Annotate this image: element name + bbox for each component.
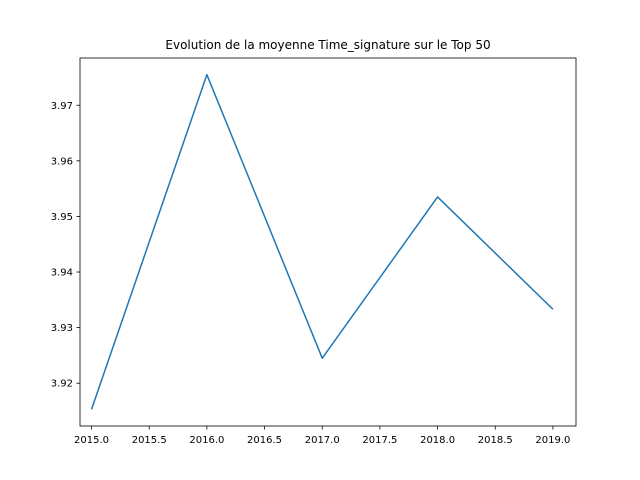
x-tick-label: 2015.5	[132, 435, 167, 446]
x-tick-label: 2019.0	[535, 435, 570, 446]
series-line-0	[90, 73, 554, 410]
y-tick-label: 3.94	[51, 268, 73, 279]
chart-title: Evolution de la moyenne Time_signature s…	[165, 38, 490, 52]
y-tick-label: 3.97	[51, 101, 73, 112]
x-tick-label: 2018.5	[478, 435, 513, 446]
y-tick-label: 3.92	[51, 379, 73, 390]
x-tick-label: 2016.5	[247, 435, 282, 446]
x-tick-label: 2018.0	[420, 435, 455, 446]
y-tick-label: 3.96	[51, 156, 73, 167]
y-tick-label: 3.95	[51, 212, 73, 223]
x-tick-label: 2015.0	[74, 435, 109, 446]
plot-area	[90, 73, 554, 410]
x-tick-label: 2017.5	[362, 435, 397, 446]
x-tick-label: 2017.0	[305, 435, 340, 446]
x-axis: 2015.0 2015.5 2016.0 2016.5 2017.0 2017.5 2018…	[74, 426, 570, 446]
x-tick-label: 2016.0	[189, 435, 224, 446]
y-axis: 3.92 3.93 3.94 3.95 3.96 3.97	[51, 101, 80, 390]
y-tick-label: 3.93	[51, 323, 73, 334]
axes-frame	[79, 57, 577, 427]
